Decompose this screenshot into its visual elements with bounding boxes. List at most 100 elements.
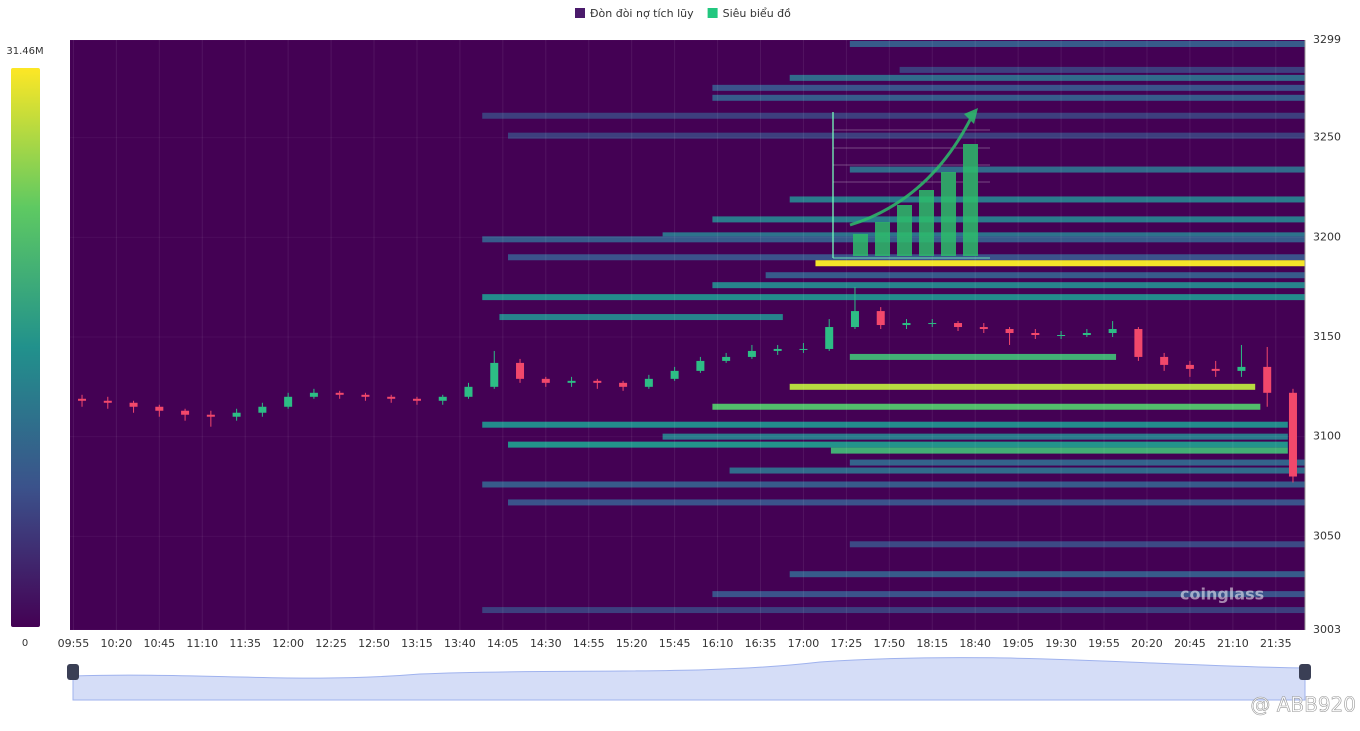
candle-body	[155, 406, 164, 411]
candle-body	[541, 378, 550, 383]
x-tick-label: 13:15	[401, 637, 433, 650]
x-tick-label: 21:35	[1260, 637, 1292, 650]
heat-band	[482, 481, 1305, 488]
x-tick-label: 16:10	[702, 637, 734, 650]
candle-body	[644, 378, 653, 387]
heat-band	[765, 272, 1305, 279]
legend-swatch	[707, 8, 718, 18]
x-tick-label: 17:50	[873, 637, 905, 650]
candle-body	[1031, 333, 1040, 335]
heat-band	[662, 232, 1305, 239]
candle-body	[825, 327, 834, 349]
heat-band	[508, 499, 1306, 506]
candle-body	[129, 402, 138, 407]
x-tick-label: 14:55	[573, 637, 605, 650]
candle-body	[1185, 364, 1194, 369]
candle-body	[78, 398, 87, 401]
x-tick-label: 20:45	[1174, 637, 1206, 650]
candle-body	[850, 311, 859, 328]
candles	[78, 287, 1297, 483]
candle-body	[412, 398, 421, 401]
candle-body	[876, 311, 885, 326]
x-tick-label: 10:20	[101, 637, 133, 650]
candle-body	[516, 362, 525, 379]
heat-band	[729, 467, 1305, 474]
candle-body	[387, 396, 396, 399]
candle-body	[1082, 333, 1091, 335]
heat-band	[712, 403, 1261, 410]
heat-band	[849, 40, 1305, 47]
candle-body	[619, 382, 628, 387]
candle-body	[1160, 356, 1169, 365]
heat-band	[508, 132, 1306, 139]
heat-band	[849, 459, 1305, 466]
candle-body	[1108, 329, 1117, 334]
candle-body	[258, 406, 267, 413]
heat-band	[499, 314, 783, 321]
heat-band	[712, 94, 1305, 101]
heat-band	[789, 383, 1256, 390]
candle-body	[1134, 329, 1143, 357]
x-tick-label: 21:10	[1217, 637, 1249, 650]
x-tick-label: 09:55	[58, 637, 90, 650]
candle-body	[747, 350, 756, 357]
heat-band	[849, 353, 1117, 360]
candle-body	[722, 356, 731, 361]
candle-body	[309, 392, 318, 397]
heat-band	[789, 74, 1305, 81]
heat-band	[482, 236, 1305, 243]
candle-body	[1288, 392, 1297, 477]
y-tick-label: 3200	[1313, 230, 1341, 243]
heat-band	[712, 282, 1305, 289]
x-tick-label: 15:45	[659, 637, 691, 650]
watermark: coinglass	[1180, 585, 1264, 604]
heat-band	[508, 441, 1288, 448]
x-tick-label: 11:35	[229, 637, 261, 650]
x-tick-label: 14:05	[487, 637, 519, 650]
x-tick-label: 17:00	[788, 637, 820, 650]
legend: Đòn đòi nợ tích lũy Siêu biểu đồ	[575, 7, 791, 20]
candle-body	[696, 360, 705, 371]
candle-body	[773, 348, 782, 351]
candle-body	[335, 392, 344, 395]
candle-body	[670, 370, 679, 379]
heat-band	[849, 166, 1305, 173]
heat-band	[712, 84, 1305, 91]
candle-body	[490, 362, 499, 387]
y-tick-label: 3100	[1313, 430, 1341, 443]
x-tick-label: 15:20	[616, 637, 648, 650]
heat-band	[815, 260, 1305, 267]
heat-band	[789, 196, 1305, 203]
x-tick-label: 17:25	[831, 637, 863, 650]
heat-band	[482, 112, 1305, 119]
heatmap	[482, 40, 1306, 614]
y-tick-label: 3250	[1313, 131, 1341, 144]
x-tick-label: 20:20	[1131, 637, 1163, 650]
candle-body	[593, 380, 602, 383]
heat-band	[830, 447, 1288, 454]
candle-body	[1263, 366, 1272, 393]
candle-body	[206, 414, 215, 417]
candle-body	[284, 396, 293, 407]
y-tick-label: 3150	[1313, 330, 1341, 343]
candle-body	[928, 323, 937, 325]
navigator-handle[interactable]	[67, 664, 79, 680]
x-tick-label: 12:00	[272, 637, 304, 650]
x-tick-label: 19:05	[1002, 637, 1034, 650]
legend-swatch	[575, 8, 585, 18]
candle-body	[1211, 368, 1220, 371]
navigator-handle[interactable]	[1299, 664, 1311, 680]
legend-label: Đòn đòi nợ tích lũy	[590, 7, 694, 20]
heat-band	[482, 294, 1305, 301]
axes: 09:55 10:20 10:45 11:10 11:35 12:00 12:25 12:50…	[58, 33, 1341, 650]
candle-body	[232, 412, 241, 417]
x-tick-label: 13:40	[444, 637, 476, 650]
x-tick-label: 14:30	[530, 637, 562, 650]
colorbar	[11, 68, 40, 627]
x-tick-label: 19:30	[1045, 637, 1077, 650]
legend-label: Siêu biểu đồ	[723, 7, 792, 20]
decor-infographic	[832, 108, 990, 259]
colorbar-label: 31.46M	[6, 46, 43, 57]
heat-band	[712, 216, 1305, 223]
